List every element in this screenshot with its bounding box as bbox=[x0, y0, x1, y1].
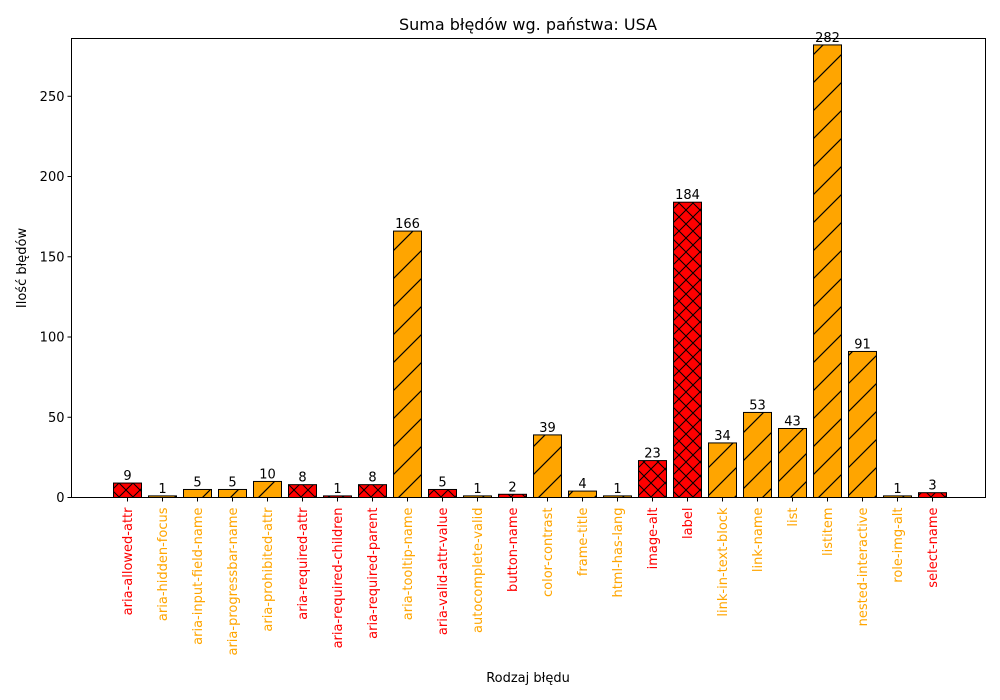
bar-value-label: 5 bbox=[438, 475, 446, 490]
bar-value-label: 3 bbox=[928, 479, 936, 494]
bar-color-contrast bbox=[533, 434, 562, 498]
y-tick-label: 50 bbox=[48, 411, 65, 426]
bar-value-label: 5 bbox=[228, 475, 236, 490]
x-axis-label: Rodzaj błędu bbox=[486, 671, 570, 686]
bar-value-label: 43 bbox=[784, 414, 801, 429]
x-tick-label: label bbox=[681, 508, 696, 539]
bar-value-label: 4 bbox=[578, 477, 586, 492]
y-axis-label: Ilość błędów bbox=[15, 228, 30, 309]
y-tick-label: 150 bbox=[40, 250, 65, 265]
bar-value-label: 53 bbox=[749, 398, 766, 413]
x-tick-label: aria-required-children bbox=[331, 508, 346, 649]
bar-value-label: 166 bbox=[395, 217, 420, 232]
bar-value-label: 1 bbox=[893, 482, 901, 497]
x-tick-label: autocomplete-valid bbox=[471, 508, 486, 633]
bars bbox=[113, 44, 947, 499]
bar-value-label: 10 bbox=[259, 467, 276, 482]
x-tick-label: link-name bbox=[751, 508, 766, 573]
y-axis: 0 50 100 150 200 250 bbox=[40, 90, 72, 506]
bar-link-in-text-block bbox=[708, 442, 737, 498]
bar-value-label: 1 bbox=[473, 482, 481, 497]
bar-aria-tooltip-name bbox=[393, 230, 422, 499]
x-tick-label: aria-required-parent bbox=[366, 508, 381, 639]
y-tick-label: 200 bbox=[40, 170, 65, 185]
bar-image-alt bbox=[638, 460, 667, 498]
x-tick-label: frame-title bbox=[576, 507, 591, 576]
bar-aria-required-attr bbox=[288, 484, 317, 498]
y-tick-label: 100 bbox=[40, 331, 65, 346]
x-tick-label: image-alt bbox=[646, 508, 661, 570]
bar-label bbox=[673, 201, 702, 498]
chart-title: Suma błędów wg. państwa: USA bbox=[399, 15, 657, 34]
bar-value-label: 184 bbox=[675, 188, 700, 203]
x-tick-label: list bbox=[786, 508, 801, 527]
bar-aria-allowed-attr bbox=[113, 482, 142, 498]
bar-aria-progressbar-name bbox=[218, 488, 247, 498]
bar-value-label: 8 bbox=[298, 471, 306, 486]
x-tick-label: nested-interactive bbox=[856, 508, 871, 627]
x-tick-label: color-contrast bbox=[541, 508, 556, 598]
x-tick-label: role-img-alt bbox=[891, 508, 906, 583]
bar-link-name bbox=[743, 411, 772, 498]
x-tick-label: html-has-lang bbox=[611, 508, 626, 598]
bar-nested-interactive bbox=[848, 350, 877, 499]
x-tick-label: link-in-text-block bbox=[716, 507, 731, 617]
plot-frame bbox=[71, 38, 986, 498]
bar-value-label: 2 bbox=[508, 480, 516, 495]
bar-value-label: 34 bbox=[714, 429, 731, 444]
x-tick-label: button-name bbox=[506, 507, 521, 591]
x-tick-label: select-name bbox=[926, 508, 941, 588]
x-tick-label: aria-prohibited-attr bbox=[261, 507, 276, 632]
bar-list bbox=[778, 427, 807, 498]
bar-value-label: 5 bbox=[193, 475, 201, 490]
bar-value-label: 1 bbox=[333, 482, 341, 497]
bar-value-label: 9 bbox=[123, 469, 131, 484]
x-tick-label: listitem bbox=[821, 508, 836, 556]
x-tick-label: aria-hidden-focus bbox=[156, 507, 171, 621]
bar-value-label: 91 bbox=[854, 337, 871, 352]
x-tick-label: aria-required-attr bbox=[296, 507, 311, 620]
x-tick-label: aria-tooltip-name bbox=[401, 508, 416, 621]
bar-aria-valid-attr-value bbox=[428, 488, 457, 498]
x-tick-label: aria-progressbar-name bbox=[226, 508, 241, 656]
bar-value-label: 1 bbox=[158, 482, 166, 497]
bar-value-label: 23 bbox=[644, 447, 661, 462]
x-axis: aria-allowed-attr aria-hidden-focus aria-i… bbox=[121, 497, 941, 656]
bar-listitem bbox=[813, 44, 842, 498]
bar-value-label: 39 bbox=[539, 421, 556, 436]
bar-aria-required-parent bbox=[358, 484, 387, 498]
x-tick-label: aria-valid-attr-value bbox=[436, 508, 451, 636]
bar-aria-input-field-name bbox=[183, 488, 212, 498]
y-tick-label: 250 bbox=[40, 90, 65, 105]
x-tick-label: aria-allowed-attr bbox=[121, 507, 136, 615]
x-tick-label: aria-input-field-name bbox=[191, 508, 206, 645]
bar-value-label: 8 bbox=[368, 471, 376, 486]
y-tick-label: 0 bbox=[56, 491, 64, 506]
bar-value-label: 1 bbox=[613, 482, 621, 497]
bar-aria-prohibited-attr bbox=[253, 480, 282, 498]
